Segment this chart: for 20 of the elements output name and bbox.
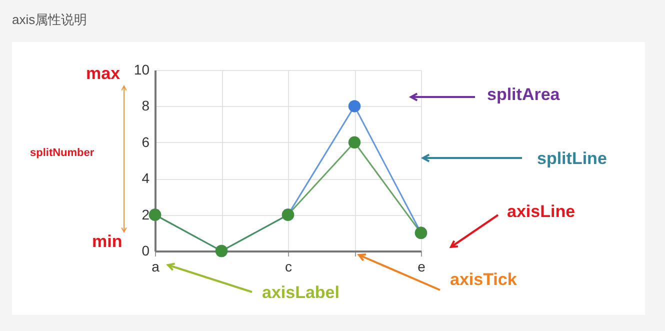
text: axis属性说明 [12, 11, 88, 29]
text: axisLine [507, 202, 576, 222]
text: splitArea [487, 85, 560, 105]
y-tick-label: 6 [142, 134, 150, 150]
x-tick-label: a [152, 258, 160, 274]
text: axisLabel [262, 283, 340, 303]
text: max [86, 64, 120, 84]
text: axisTick [450, 270, 517, 290]
y-tick-label: 2 [142, 206, 150, 222]
x-tick-label: e [418, 258, 426, 274]
text: splitLine [537, 149, 607, 169]
y-tick-label: 0 [142, 242, 150, 258]
y-tick-label: 8 [142, 98, 150, 114]
text: min [92, 232, 122, 252]
x-tick-label: c [285, 258, 292, 274]
point [348, 136, 361, 149]
y-tick-label: 10 [134, 62, 150, 78]
point [348, 100, 361, 112]
text: splitNumber [30, 147, 94, 159]
y-tick-label: 4 [142, 170, 150, 186]
